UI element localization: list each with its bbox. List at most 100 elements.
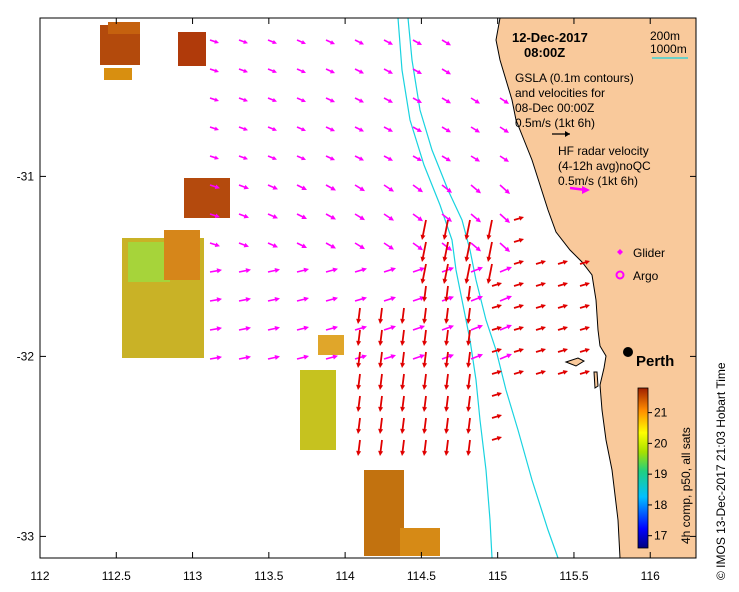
gsla-arrow <box>383 354 396 360</box>
gsla-arrow <box>470 295 483 302</box>
colorbar-tick-label: 19 <box>654 467 668 481</box>
gsla-arrow <box>470 155 480 162</box>
argo-legend-label: Argo <box>633 269 659 283</box>
sst-patch <box>104 68 132 80</box>
gsla-arrow <box>354 296 367 302</box>
gsla-arrow <box>499 126 509 133</box>
colorbar-tick-label: 20 <box>654 436 668 450</box>
gsla-arrow <box>412 213 423 222</box>
gsla-arrow <box>267 184 278 190</box>
x-axis: 112 112.5 113 113.5 114 114.5 115 115.5 116 <box>30 18 660 583</box>
gsla-arrow <box>441 97 451 104</box>
gsla-arrow <box>383 39 393 45</box>
gsla-arrow <box>412 39 422 46</box>
gsla-arrow <box>412 68 422 75</box>
hf-arrow <box>579 370 590 375</box>
hf-arrow <box>579 260 590 265</box>
hf-arrow <box>422 329 428 346</box>
x-tick-label: 114 <box>336 569 355 583</box>
hf-arrow <box>422 307 428 324</box>
hf-arrow <box>400 417 406 434</box>
hf-arrow <box>422 395 428 412</box>
gsla-arrow <box>238 213 249 219</box>
hf-arrow <box>400 395 406 412</box>
hf-arrow <box>442 219 449 240</box>
hf-arrow <box>444 373 450 390</box>
gsla-arrow <box>325 354 338 360</box>
hf-arrow <box>513 304 524 309</box>
hf-arrow <box>378 417 384 434</box>
gsla-arrow <box>499 324 512 331</box>
gsla-arrow <box>383 155 393 161</box>
hf-arrow <box>466 307 472 324</box>
sst-patch <box>178 32 206 66</box>
hf-legend-line2: (4-12h avg)noQC <box>558 159 651 173</box>
sst-patch <box>184 178 230 218</box>
contour-1000-label: 1000m <box>650 42 687 56</box>
hf-arrow <box>420 219 427 240</box>
gsla-arrow <box>354 213 365 221</box>
gsla-arrow <box>470 184 481 194</box>
hf-arrow <box>491 282 502 287</box>
gsla-arrow <box>354 97 364 103</box>
hf-arrow <box>513 216 524 221</box>
gsla-arrow <box>383 296 396 302</box>
sst-patch <box>164 230 200 280</box>
gsla-arrow <box>325 68 335 74</box>
contour-200-label: 200m <box>650 29 680 43</box>
sst-patches <box>100 22 440 556</box>
hf-arrow <box>378 439 384 456</box>
sst-patch <box>400 528 440 556</box>
gsla-arrow <box>209 184 220 190</box>
hf-arrow <box>491 414 502 419</box>
hf-arrow <box>356 417 362 434</box>
hf-arrow <box>356 307 362 324</box>
hf-arrow <box>557 304 568 309</box>
gsla-arrow <box>383 242 394 250</box>
gsla-arrow <box>441 184 452 193</box>
hf-arrow <box>444 417 450 434</box>
gsla-arrow <box>209 39 219 44</box>
hf-arrow <box>356 373 362 390</box>
gsla-arrow <box>238 268 251 274</box>
hf-arrow <box>535 370 546 375</box>
colorbar-ticks: 21 20 19 18 17 <box>648 406 668 543</box>
hf-arrow <box>535 282 546 287</box>
hf-arrow <box>486 263 493 284</box>
x-tick-label: 116 <box>641 569 660 583</box>
gsla-arrow <box>354 155 364 161</box>
hf-arrow <box>378 373 384 390</box>
hf-arrow <box>491 392 502 397</box>
gsla-arrow <box>325 126 335 132</box>
gsla-arrow <box>499 213 510 223</box>
gsla-arrow <box>383 325 396 331</box>
gsla-legend-line2: and velocities for <box>515 86 605 100</box>
gsla-arrow <box>296 155 306 161</box>
hf-arrow <box>535 304 546 309</box>
perth-marker <box>623 347 633 357</box>
gsla-arrow <box>499 184 510 194</box>
hf-arrow <box>513 260 524 265</box>
gsla-arrow <box>296 184 307 190</box>
gsla-arrow <box>296 126 306 132</box>
hf-arrow <box>378 307 384 324</box>
gsla-arrow <box>267 354 280 360</box>
gsla-arrow <box>470 242 481 252</box>
hf-arrow <box>557 326 568 331</box>
y-tick-label: -32 <box>17 349 35 363</box>
gsla-arrow <box>238 184 249 190</box>
gsla-arrow <box>470 353 483 360</box>
gsla-arrow <box>296 354 309 360</box>
gsla-arrow <box>325 325 338 331</box>
hf-arrow <box>466 439 472 456</box>
hf-arrow <box>356 329 362 346</box>
hf-arrow <box>400 373 406 390</box>
hf-arrow <box>466 417 472 434</box>
gsla-arrow <box>209 68 219 73</box>
hf-arrow <box>444 395 450 412</box>
credit-label: © IMOS 13-Dec-2017 21:03 Hobart Time <box>714 362 728 580</box>
gsla-arrow <box>325 242 336 249</box>
colorbar-tick-label: 18 <box>654 498 668 512</box>
gsla-arrow <box>209 242 220 248</box>
hf-arrow <box>400 329 406 346</box>
